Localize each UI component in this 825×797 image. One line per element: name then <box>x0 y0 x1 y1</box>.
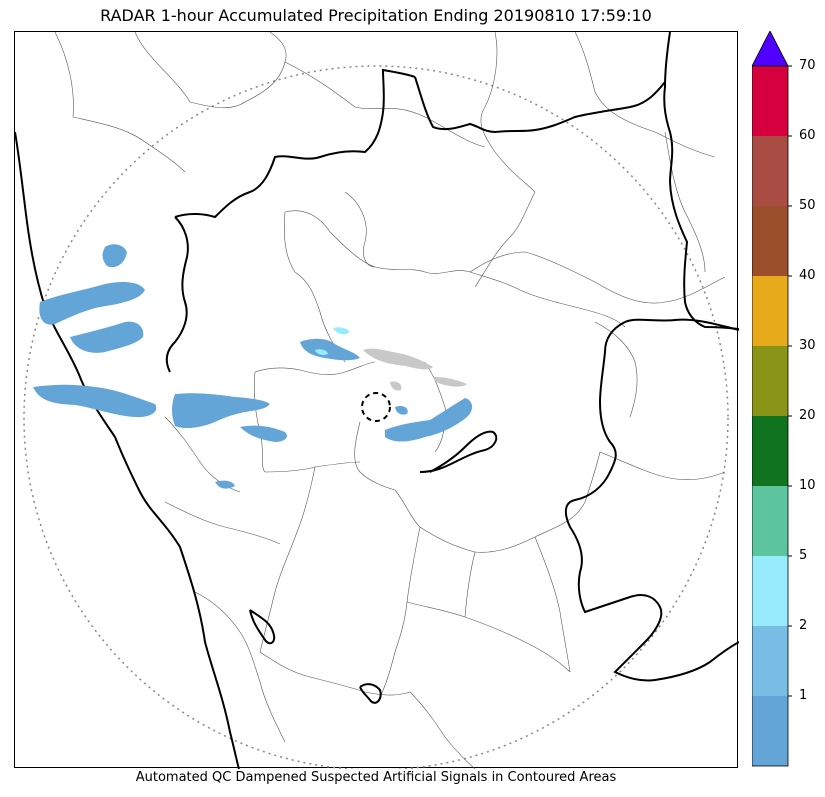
colorbar-tick-label: 30 <box>799 338 816 353</box>
colorbar-band <box>752 556 788 626</box>
precip-small-south <box>215 480 235 489</box>
artificial-signals <box>363 348 467 391</box>
map-title: RADAR 1-hour Accumulated Precipitation E… <box>100 6 652 25</box>
precip-band-west-3 <box>33 384 157 418</box>
coastline-state-boundaries <box>15 32 739 769</box>
colorbar-band <box>752 136 788 206</box>
radar-site-marker <box>361 392 391 422</box>
precip-blob-north <box>102 244 127 268</box>
colorbar-band <box>752 416 788 486</box>
colorbar-tick-label: 5 <box>799 548 808 563</box>
precip-cluster-center <box>300 338 360 361</box>
precip-speck-1 <box>395 405 408 415</box>
colorbar-extend-arrow <box>752 31 789 67</box>
radar-range-ring <box>23 65 729 769</box>
colorbar-band <box>752 626 788 696</box>
colorbar <box>752 31 792 767</box>
radar-map <box>14 31 739 769</box>
precip-band-west-2 <box>70 321 144 353</box>
precip-band-central-west <box>172 393 270 429</box>
colorbar-band <box>752 486 788 556</box>
map-canvas <box>15 32 739 769</box>
colorbar-tick-label: 1 <box>799 688 808 703</box>
precip-band-west-1 <box>39 282 145 325</box>
colorbar-band <box>752 346 788 416</box>
precip-band-east <box>385 398 473 442</box>
precip-band-central <box>240 425 287 442</box>
light-precip <box>315 327 350 355</box>
colorbar-tick-label: 20 <box>799 408 816 423</box>
colorbar-tick-label: 2 <box>799 618 808 633</box>
colorbar-outline <box>752 65 789 767</box>
colorbar-band <box>752 276 788 346</box>
colorbar-tick-label: 10 <box>799 478 816 493</box>
colorbar-tick-label: 50 <box>799 198 816 213</box>
colorbar-tick-label: 70 <box>799 58 816 73</box>
district-boundaries <box>54 32 726 769</box>
colorbar-tick-label: 40 <box>799 268 816 283</box>
colorbar-tick-label: 60 <box>799 128 816 143</box>
colorbar-band <box>752 206 788 276</box>
colorbar-band <box>752 696 788 766</box>
precipitation-echoes <box>33 244 473 489</box>
colorbar-band <box>752 66 788 136</box>
qc-footnote: Automated QC Dampened Suspected Artifici… <box>135 770 617 785</box>
